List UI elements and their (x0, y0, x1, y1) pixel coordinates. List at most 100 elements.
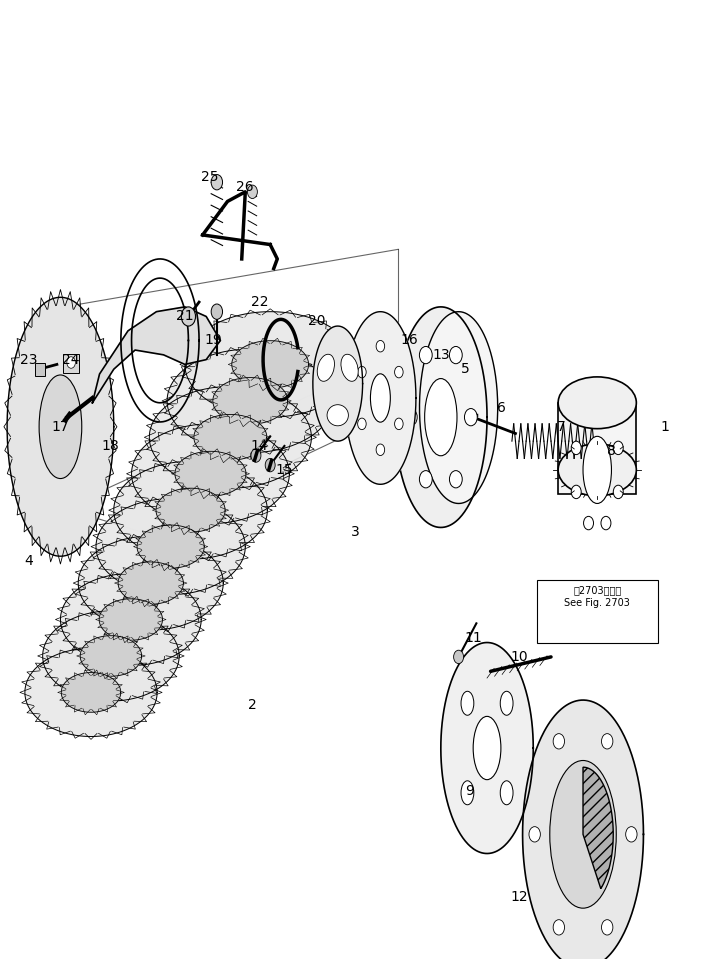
Text: 15: 15 (276, 463, 293, 477)
Polygon shape (583, 767, 613, 889)
Circle shape (602, 920, 613, 935)
Polygon shape (395, 307, 487, 527)
Circle shape (584, 516, 594, 529)
Circle shape (419, 471, 432, 488)
Text: 10: 10 (510, 650, 528, 664)
Circle shape (601, 516, 611, 529)
Circle shape (247, 185, 257, 199)
Polygon shape (175, 452, 246, 496)
Polygon shape (137, 526, 204, 568)
Polygon shape (419, 312, 498, 503)
Ellipse shape (327, 405, 348, 426)
Ellipse shape (341, 354, 358, 382)
Polygon shape (313, 326, 363, 441)
Polygon shape (60, 573, 201, 666)
Circle shape (376, 444, 385, 456)
Circle shape (602, 734, 613, 749)
Polygon shape (114, 461, 267, 559)
Ellipse shape (39, 375, 82, 479)
Circle shape (395, 418, 403, 430)
Polygon shape (156, 488, 225, 532)
Circle shape (614, 485, 624, 499)
Polygon shape (92, 307, 220, 403)
Text: 12: 12 (510, 890, 528, 903)
Text: 3: 3 (351, 526, 360, 539)
Ellipse shape (461, 691, 474, 715)
Polygon shape (345, 312, 416, 484)
Polygon shape (7, 297, 114, 556)
Polygon shape (96, 499, 245, 595)
Text: 2: 2 (248, 698, 257, 712)
Polygon shape (194, 414, 267, 460)
Text: 7: 7 (557, 420, 566, 433)
Polygon shape (213, 378, 288, 424)
Text: 23: 23 (20, 353, 37, 366)
Text: 14: 14 (251, 439, 268, 453)
Circle shape (395, 366, 403, 378)
Polygon shape (118, 562, 183, 604)
Circle shape (571, 485, 581, 499)
Polygon shape (78, 536, 223, 630)
Ellipse shape (424, 379, 457, 456)
Ellipse shape (501, 691, 513, 715)
Text: 20: 20 (308, 315, 325, 328)
Text: 1: 1 (661, 420, 669, 433)
Polygon shape (185, 312, 356, 417)
Circle shape (571, 441, 581, 455)
Ellipse shape (317, 354, 334, 382)
Text: 22: 22 (251, 295, 268, 309)
Circle shape (601, 410, 611, 424)
Circle shape (265, 458, 275, 472)
Circle shape (211, 175, 223, 190)
Polygon shape (232, 340, 309, 388)
Polygon shape (43, 611, 179, 701)
Circle shape (614, 441, 624, 455)
FancyBboxPatch shape (537, 580, 658, 643)
Circle shape (405, 409, 417, 426)
Polygon shape (80, 636, 141, 676)
Circle shape (211, 304, 223, 319)
Polygon shape (132, 424, 289, 524)
Circle shape (626, 827, 637, 842)
Text: 4: 4 (24, 554, 33, 568)
Text: 24: 24 (63, 353, 80, 366)
FancyBboxPatch shape (63, 354, 79, 373)
Text: 図2703图参照
See Fig. 2703: 図2703图参照 See Fig. 2703 (565, 585, 630, 608)
Circle shape (449, 346, 462, 363)
Text: 9: 9 (465, 784, 474, 798)
Circle shape (464, 409, 477, 426)
Text: 6: 6 (497, 401, 506, 414)
Text: 16: 16 (400, 334, 417, 347)
Circle shape (181, 307, 196, 326)
Ellipse shape (370, 374, 390, 422)
Circle shape (584, 410, 594, 424)
FancyBboxPatch shape (35, 363, 45, 376)
Ellipse shape (558, 444, 636, 496)
Ellipse shape (474, 716, 501, 780)
Text: 5: 5 (461, 363, 470, 376)
Circle shape (251, 449, 261, 462)
Circle shape (358, 366, 366, 378)
Text: 17: 17 (52, 420, 69, 433)
Ellipse shape (583, 436, 611, 503)
Text: 13: 13 (432, 348, 449, 362)
Text: 26: 26 (237, 180, 254, 194)
Ellipse shape (461, 781, 474, 805)
Polygon shape (167, 349, 333, 453)
Ellipse shape (501, 781, 513, 805)
Circle shape (358, 418, 366, 430)
Polygon shape (149, 386, 311, 488)
Text: 8: 8 (607, 444, 616, 457)
Circle shape (454, 650, 464, 664)
Polygon shape (99, 598, 163, 641)
Ellipse shape (550, 760, 616, 908)
Text: 25: 25 (201, 171, 218, 184)
Text: 19: 19 (205, 334, 222, 347)
Circle shape (449, 471, 462, 488)
Circle shape (553, 734, 565, 749)
Circle shape (376, 340, 385, 352)
Polygon shape (523, 700, 643, 959)
FancyBboxPatch shape (558, 403, 636, 494)
Ellipse shape (558, 377, 636, 429)
Circle shape (553, 920, 565, 935)
